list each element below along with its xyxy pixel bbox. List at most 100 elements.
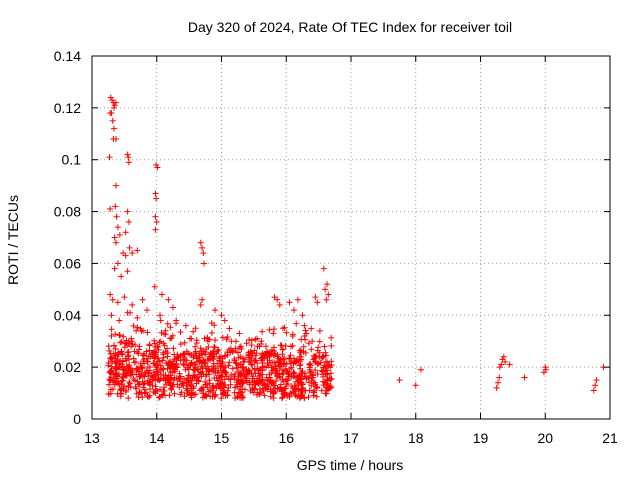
data-point — [125, 356, 132, 363]
data-point — [156, 312, 163, 319]
x-tick-label: 16 — [278, 430, 294, 446]
data-point — [498, 361, 505, 368]
data-point — [294, 393, 301, 400]
data-point — [521, 374, 528, 381]
data-point — [314, 371, 321, 378]
data-point — [314, 299, 321, 306]
data-point — [593, 377, 600, 384]
data-point — [122, 370, 129, 377]
data-point — [301, 395, 308, 402]
data-point — [194, 374, 201, 381]
data-point — [161, 330, 168, 337]
data-point — [291, 307, 298, 314]
data-point — [157, 393, 164, 400]
data-point — [324, 385, 331, 392]
data-point — [118, 361, 125, 368]
data-point — [294, 296, 301, 303]
data-point — [328, 334, 335, 341]
data-point — [297, 358, 304, 365]
data-point — [186, 335, 193, 342]
data-point — [254, 343, 261, 350]
data-point — [112, 182, 119, 189]
data-point — [132, 342, 139, 349]
data-point — [112, 99, 119, 106]
data-point — [270, 389, 277, 396]
data-point — [322, 371, 329, 378]
data-point — [199, 387, 206, 394]
data-point — [278, 342, 285, 349]
data-point — [130, 355, 137, 362]
data-point — [181, 356, 188, 363]
data-point — [312, 383, 319, 390]
data-point — [210, 351, 217, 358]
x-tick-label: 21 — [602, 430, 618, 446]
y-tick-label: 0.02 — [54, 359, 81, 375]
data-point — [227, 345, 234, 352]
data-point — [127, 309, 134, 316]
data-point — [240, 355, 247, 362]
data-point — [163, 345, 170, 352]
data-point — [245, 359, 252, 366]
data-point — [288, 390, 295, 397]
data-point — [164, 320, 171, 327]
data-point — [262, 343, 269, 350]
data-point — [320, 265, 327, 272]
data-point — [193, 337, 200, 344]
data-point — [203, 371, 210, 378]
data-point — [111, 352, 118, 359]
data-point — [122, 229, 129, 236]
data-point — [157, 367, 164, 374]
data-point — [310, 392, 317, 399]
data-point — [502, 358, 509, 365]
data-point — [181, 339, 188, 346]
data-point — [215, 377, 222, 384]
data-point — [288, 343, 295, 350]
data-point — [130, 376, 137, 383]
data-point — [122, 355, 129, 362]
data-point — [105, 381, 112, 388]
data-point — [246, 336, 253, 343]
data-point — [276, 371, 283, 378]
data-point — [154, 164, 161, 171]
data-point — [266, 357, 273, 364]
data-point — [126, 244, 133, 251]
data-point — [111, 265, 118, 272]
data-point — [237, 386, 244, 393]
data-point — [120, 385, 127, 392]
data-point — [281, 355, 288, 362]
data-point — [187, 362, 194, 369]
data-point — [199, 368, 206, 375]
data-point — [317, 359, 324, 366]
data-point — [222, 352, 229, 359]
data-point — [120, 367, 127, 374]
data-point — [152, 190, 159, 197]
data-point — [125, 218, 132, 225]
data-point — [302, 370, 309, 377]
data-point — [124, 349, 131, 356]
data-point — [297, 349, 304, 356]
data-point — [152, 213, 159, 220]
data-point — [156, 339, 163, 346]
data-point — [283, 360, 290, 367]
data-point — [293, 320, 300, 327]
data-point — [322, 286, 329, 293]
data-point — [255, 370, 262, 377]
data-point — [167, 335, 174, 342]
data-point — [128, 338, 135, 345]
data-point — [107, 291, 114, 298]
data-point — [218, 312, 225, 319]
data-point — [157, 338, 164, 345]
data-point — [144, 363, 151, 370]
data-point — [159, 392, 166, 399]
data-point — [256, 375, 263, 382]
data-point — [179, 380, 186, 387]
data-point — [239, 364, 246, 371]
data-point — [281, 389, 288, 396]
data-point — [309, 338, 316, 345]
data-point — [214, 360, 221, 367]
data-point — [158, 291, 165, 298]
data-point — [198, 350, 205, 357]
data-point — [210, 363, 217, 370]
data-point — [165, 379, 172, 386]
data-point — [260, 388, 267, 395]
